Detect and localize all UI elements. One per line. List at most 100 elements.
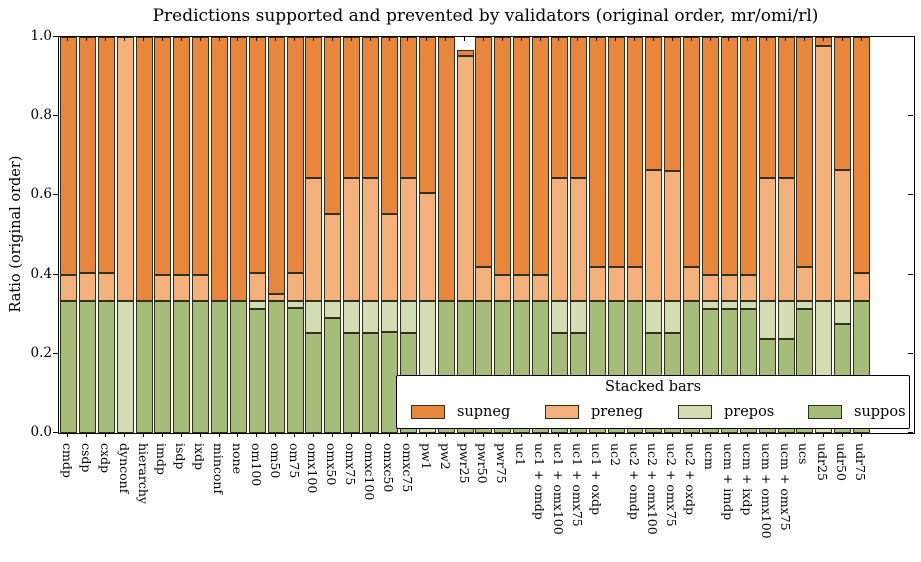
x-tick-top (728, 37, 730, 41)
x-tick-top (860, 37, 862, 41)
y-tick-label: 0.6 (30, 186, 52, 203)
segment-supneg (532, 37, 550, 275)
segment-preneg (569, 178, 587, 301)
segment-preneg (78, 273, 96, 301)
x-tick-bottom (407, 433, 409, 437)
segment-preneg (550, 178, 568, 301)
y-tick-left (53, 273, 58, 275)
bar-omxc75 (399, 37, 417, 433)
segment-preneg (683, 267, 701, 301)
segment-preneg (418, 193, 436, 301)
segment-preneg (853, 273, 871, 301)
x-tick-bottom (369, 433, 371, 437)
segment-preneg (815, 46, 833, 301)
legend-label-supneg: supneg (457, 404, 511, 420)
x-tick-bottom (275, 433, 277, 437)
bar-pwr25 (456, 37, 474, 433)
y-tick-right (908, 273, 913, 275)
x-tick-bottom (558, 433, 560, 437)
x-tick-bottom (256, 433, 258, 437)
x-tick-top (124, 37, 126, 41)
x-tick-bottom (180, 433, 182, 437)
x-tick-top (180, 37, 182, 41)
y-tick-right (908, 36, 913, 37)
bar-pw2 (437, 37, 455, 433)
x-tick-top (199, 37, 201, 41)
x-tick-top (256, 37, 258, 41)
x-tick-top (558, 37, 560, 41)
segment-suppos (248, 309, 266, 433)
segment-supneg (777, 37, 795, 178)
x-tick-bottom (105, 433, 107, 437)
y-tick-label: 0.4 (30, 265, 52, 282)
segment-suppos (229, 301, 247, 433)
segment-supneg (569, 37, 587, 178)
x-tick-top (388, 37, 390, 41)
segment-prepos (116, 301, 134, 433)
segment-prepos (834, 301, 852, 324)
x-tick-top (105, 37, 107, 41)
x-tick-label: udr75 (853, 443, 869, 481)
segment-preneg (777, 178, 795, 301)
legend-label-suppos: suppos (854, 404, 906, 420)
segment-preneg (739, 275, 757, 301)
y-tick-left (53, 352, 58, 354)
bar-uc1 + omx75 (569, 37, 587, 433)
bar-ucm (702, 37, 719, 433)
segment-preneg (248, 273, 266, 301)
segment-supneg (78, 37, 96, 273)
bar-om100 (248, 37, 266, 433)
x-tick-bottom (785, 433, 787, 437)
bar-uc2 (607, 37, 625, 433)
bar-omx75 (343, 37, 361, 433)
segment-supneg (664, 37, 682, 171)
x-tick-top (785, 37, 787, 41)
segment-supneg (211, 37, 229, 301)
segment-supneg (343, 37, 361, 178)
x-tick-bottom (728, 433, 730, 437)
x-tick-top (671, 37, 673, 41)
segment-preneg (60, 275, 77, 301)
x-tick-top (652, 37, 654, 41)
x-tick-top (445, 37, 447, 41)
bar-dynconf (116, 37, 134, 433)
segment-prepos (305, 301, 323, 333)
y-tick-left (53, 432, 58, 433)
segment-supneg (702, 37, 719, 275)
x-tick-bottom (520, 433, 522, 437)
x-tick-top (747, 37, 749, 41)
bar-pw1 (418, 37, 436, 433)
segment-prepos (550, 301, 568, 333)
bar-omx100 (305, 37, 323, 433)
legend-swatch-suppos (808, 405, 842, 419)
segment-preneg (324, 214, 342, 301)
segment-suppos (305, 333, 323, 433)
x-tick-bottom (331, 433, 333, 437)
x-tick-top (218, 37, 220, 41)
legend-label-prepos: prepos (724, 404, 775, 420)
bar-uc1 + omx100 (550, 37, 568, 433)
segment-supneg (267, 37, 285, 294)
x-tick-top (275, 37, 277, 41)
segment-prepos (248, 301, 266, 309)
x-tick-top (294, 37, 296, 41)
segment-preneg (796, 267, 814, 301)
segment-supneg (683, 37, 701, 267)
y-tick-right (908, 432, 913, 433)
x-tick-top (312, 37, 314, 41)
x-tick-bottom (464, 433, 466, 437)
segment-preneg (834, 170, 852, 301)
x-tick-bottom (350, 433, 352, 437)
bar-uc1 (513, 37, 531, 433)
segment-preneg (192, 275, 210, 301)
segment-prepos (664, 301, 682, 333)
x-tick-top (501, 37, 503, 41)
bar-csdp (78, 37, 96, 433)
bar-omxc100 (362, 37, 380, 433)
segment-supneg (418, 37, 436, 193)
segment-prepos (739, 301, 757, 309)
x-tick-bottom (634, 433, 635, 437)
x-tick-bottom (294, 433, 296, 437)
segment-prepos (324, 301, 342, 318)
segment-preneg (513, 275, 531, 301)
